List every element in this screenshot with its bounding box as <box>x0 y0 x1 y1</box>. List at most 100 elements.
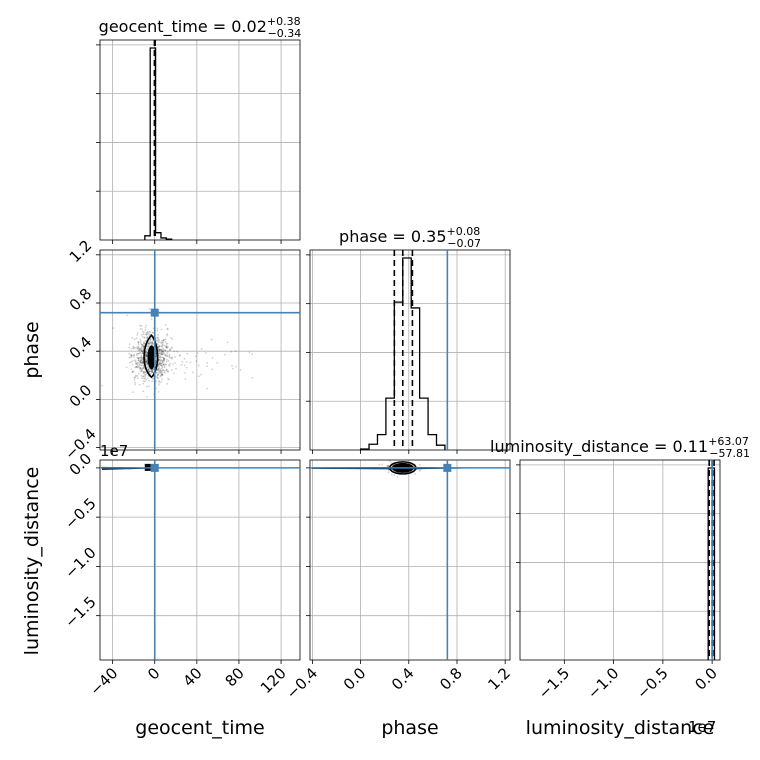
sample-point <box>132 370 135 373</box>
sample-point <box>141 369 144 372</box>
sample-point <box>157 377 160 379</box>
sample-point <box>174 362 177 364</box>
sample-point <box>168 355 171 357</box>
sample-point <box>134 381 137 384</box>
panel-title: geocent_time = 0.02+0.38 −0.34 <box>99 15 302 40</box>
sample-point <box>140 370 143 373</box>
sample-point <box>206 387 209 390</box>
sample-point <box>147 342 150 345</box>
sample-point <box>131 360 134 362</box>
sample-point <box>134 366 136 369</box>
sample-point <box>133 379 136 381</box>
sample-point <box>158 370 161 373</box>
sample-point <box>162 356 165 359</box>
sample-point <box>136 366 139 369</box>
sample-point <box>159 359 162 361</box>
sample-point <box>142 341 145 344</box>
sample-point <box>146 337 148 339</box>
sample-point <box>161 356 164 359</box>
y-offset-label: 1e7 <box>100 442 128 460</box>
sample-point <box>159 348 161 351</box>
sample-point <box>158 356 161 358</box>
sample-point <box>142 346 145 348</box>
sample-point <box>147 345 149 348</box>
sample-point <box>138 366 141 369</box>
sample-point <box>144 355 147 358</box>
panel-luminosity-distance-vs-geocent-time: −40 0 40 80 120−1.5−1.0−0.50.0 1e7 <box>61 442 301 699</box>
sample-point <box>155 336 157 339</box>
sample-point <box>163 344 166 347</box>
sample-point <box>160 370 163 372</box>
sample-point <box>419 468 422 471</box>
sample-point <box>141 350 144 353</box>
sample-point <box>163 363 165 366</box>
sample-point <box>148 379 150 382</box>
sample-point <box>163 357 165 360</box>
panel-frame <box>309 249 511 451</box>
sample-point <box>144 326 147 329</box>
truth-marker <box>150 308 159 317</box>
density-core <box>147 345 156 370</box>
sample-point <box>166 333 169 335</box>
sample-point <box>226 341 229 344</box>
sample-point <box>151 378 154 380</box>
x-axis-label-geocent-time: geocent_time <box>135 717 264 739</box>
sample-point <box>141 352 144 355</box>
sample-point <box>156 368 159 371</box>
sample-point <box>166 334 169 337</box>
truth-marker <box>150 463 159 472</box>
sample-point <box>140 324 143 327</box>
sample-point <box>159 360 162 363</box>
sample-point <box>165 363 168 366</box>
sample-point <box>133 354 135 357</box>
sample-point <box>137 340 140 343</box>
sample-point <box>160 339 163 342</box>
sample-point <box>140 369 143 371</box>
sample-point <box>162 339 165 341</box>
sample-point <box>144 374 147 377</box>
sample-point <box>141 343 143 346</box>
sample-point <box>142 365 145 367</box>
sample-point <box>138 365 140 367</box>
sample-point <box>148 385 150 387</box>
sample-point <box>167 345 169 348</box>
sample-point <box>195 360 198 362</box>
sample-point <box>138 347 141 349</box>
sample-point <box>165 346 168 349</box>
sample-point <box>158 361 161 364</box>
sample-point <box>156 340 159 342</box>
sample-point <box>163 370 166 372</box>
sample-point <box>145 353 148 356</box>
sample-point <box>139 351 142 354</box>
panel-title: luminosity_distance = 0.11+63.07 −57.81 <box>490 435 750 460</box>
sample-point <box>184 372 186 374</box>
sample-point <box>160 356 163 359</box>
sample-point <box>128 356 131 359</box>
sample-point <box>155 372 158 374</box>
sample-point <box>165 342 168 345</box>
sample-point <box>210 338 213 341</box>
sample-point <box>138 352 141 355</box>
sample-point <box>137 341 140 344</box>
sample-point <box>141 347 143 350</box>
sample-point <box>205 352 207 354</box>
sample-point <box>152 339 154 342</box>
sample-point <box>165 369 168 372</box>
sample-point <box>158 362 161 365</box>
y-tick-label: 1.2 <box>66 236 96 266</box>
sample-point <box>185 361 188 363</box>
x-tick-label: −0.5 <box>633 664 671 702</box>
y-tick-label: −1.5 <box>61 593 99 631</box>
sample-point <box>139 367 142 369</box>
sample-point <box>130 360 133 363</box>
sample-point <box>157 334 160 336</box>
sample-point <box>160 353 162 355</box>
sample-point <box>178 354 181 357</box>
sample-point <box>140 368 143 370</box>
sample-point <box>136 375 139 377</box>
sample-point <box>192 371 194 374</box>
sample-point <box>167 328 169 331</box>
sample-point <box>158 362 161 364</box>
sample-point <box>137 352 140 355</box>
sample-point <box>183 357 186 360</box>
